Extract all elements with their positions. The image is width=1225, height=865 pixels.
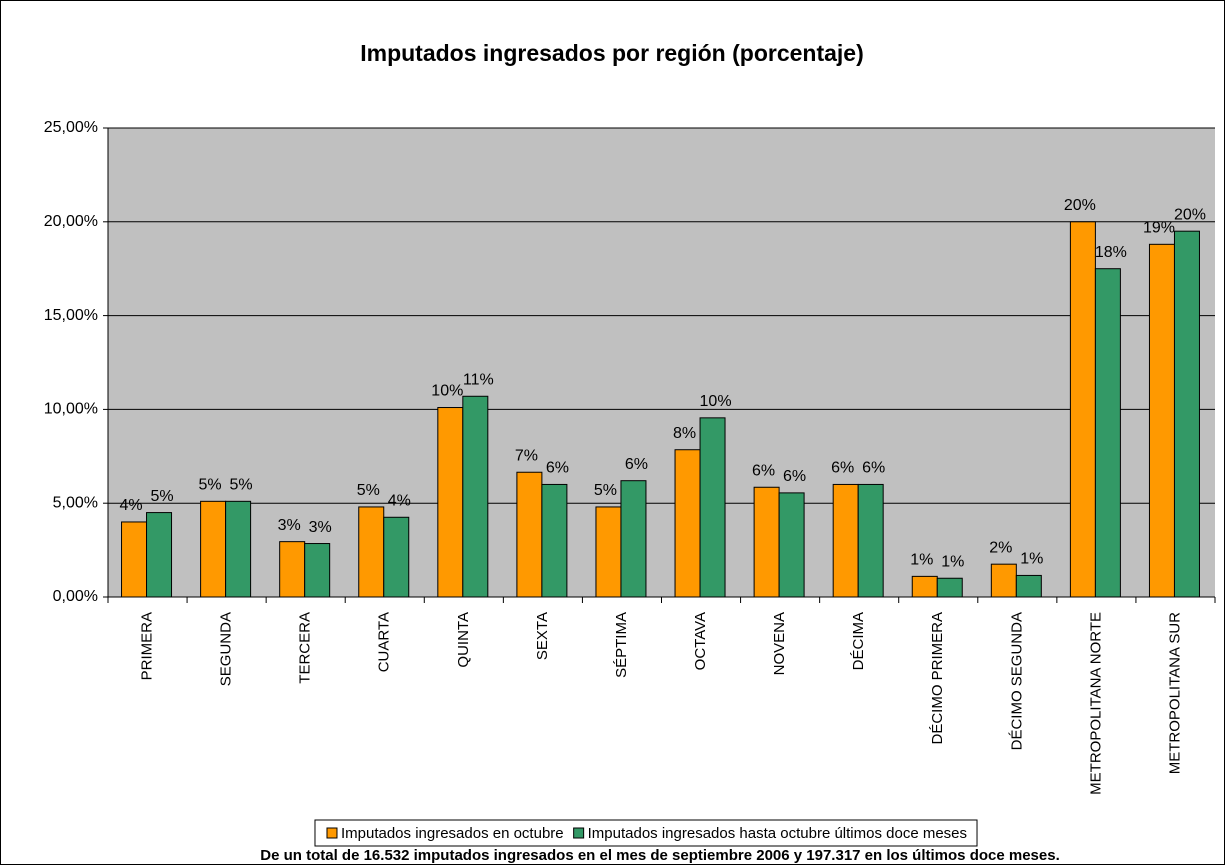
value-label: 5% [357,482,380,499]
bar [279,541,306,598]
bar [778,492,805,598]
value-label: 3% [278,517,301,534]
bar [304,543,331,598]
x-tick-label: SEGUNDA [218,612,235,686]
bar [832,483,859,598]
value-label: 7% [515,447,538,464]
footnote: De un total de 16.532 imputados ingresad… [260,847,1060,864]
legend-label: Imputados ingresados en octubre [341,825,564,842]
x-tick-label: METROPOLITANA NORTE [1087,612,1104,795]
value-label: 5% [199,477,222,494]
bar [620,480,647,598]
value-label: 6% [862,460,885,477]
value-label: 2% [989,539,1012,556]
value-label: 8% [673,425,696,442]
bar [1015,574,1042,598]
value-label: 1% [1020,551,1043,568]
value-label: 6% [783,468,806,485]
bar [516,471,543,598]
plot-area [108,128,1215,597]
y-tick-label: 20,00% [44,213,98,230]
bar [1069,221,1096,598]
value-label: 10% [700,393,732,410]
bar [699,417,726,598]
value-label: 5% [150,488,173,505]
value-label: 20% [1064,197,1096,214]
bar [911,575,938,598]
y-tick-label: 25,00% [44,119,98,136]
bar [462,395,489,598]
bar [121,521,148,598]
bar [1094,268,1121,598]
bar [936,577,963,598]
value-label: 1% [941,553,964,570]
value-label: 6% [625,456,648,473]
value-label: 18% [1095,244,1127,261]
bar [674,449,701,598]
bar [200,500,227,598]
value-label: 4% [119,497,142,514]
bar [383,516,410,598]
bar [1173,230,1200,598]
legend-swatch [573,827,585,839]
x-tick-label: SÉPTIMA [613,612,630,678]
x-tick-label: DÉCIMO PRIMERA [929,612,946,745]
x-tick-label: TERCERA [297,612,314,684]
value-label: 19% [1143,220,1175,237]
bar [146,512,173,598]
value-label: 1% [910,552,933,569]
bar [541,483,568,598]
value-label: 6% [752,462,775,479]
bar [1148,243,1175,598]
value-label: 6% [831,460,854,477]
chart-title: Imputados ingresados por región (porcent… [360,40,864,66]
bar [437,407,464,598]
bar [225,500,252,598]
value-label: 20% [1174,206,1206,223]
y-tick-label: 15,00% [44,307,98,324]
bar [358,506,385,598]
value-label: 3% [309,519,332,536]
value-label: 6% [546,460,569,477]
bar [753,486,780,598]
legend-label: Imputados ingresados hasta octubre últim… [588,825,967,842]
bar [990,563,1017,598]
legend-swatch [326,827,338,839]
value-label: 5% [594,482,617,499]
value-label: 4% [388,492,411,509]
y-tick-label: 0,00% [53,588,98,605]
value-label: 10% [431,383,463,400]
y-tick-label: 5,00% [53,494,98,511]
x-tick-label: DÉCIMA [850,612,867,670]
value-label: 5% [230,477,253,494]
y-tick-label: 10,00% [44,401,98,418]
x-tick-label: SEXTA [534,612,551,660]
x-tick-label: METROPOLITANA SUR [1166,612,1183,774]
bar [857,483,884,598]
x-tick-label: OCTAVA [692,612,709,670]
x-tick-label: QUINTA [455,612,472,668]
x-tick-label: CUARTA [376,612,393,672]
legend-box [314,819,978,847]
bar [595,506,622,598]
x-tick-label: PRIMERA [139,612,156,680]
x-tick-label: DÉCIMO SEGUNDA [1008,612,1025,750]
x-tick-label: NOVENA [771,612,788,675]
value-label: 11% [463,371,494,388]
